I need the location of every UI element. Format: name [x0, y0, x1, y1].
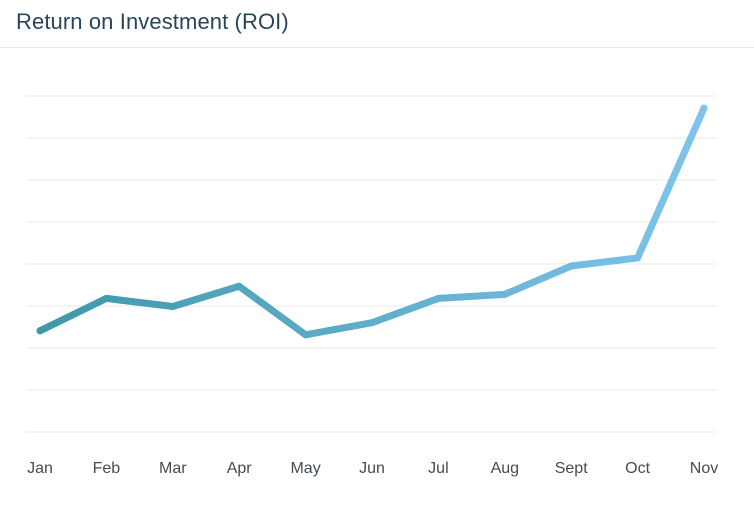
data-point-aug[interactable] [501, 290, 509, 298]
chart-header: Return on Investment (ROI) [0, 0, 754, 48]
data-point-nov[interactable] [700, 104, 708, 112]
data-point-may[interactable] [302, 331, 310, 339]
x-tick-label: Jan [27, 460, 53, 477]
data-point-jun[interactable] [368, 319, 376, 327]
data-point-jan[interactable] [36, 327, 44, 335]
data-point-mar[interactable] [169, 303, 177, 311]
data-point-apr[interactable] [235, 282, 243, 290]
x-tick-label: Sept [555, 460, 588, 477]
x-tick-label: Feb [93, 460, 121, 477]
x-axis-ticks: Jan Feb Mar Apr May Jun Jul Aug Sept Oct Nov [27, 460, 718, 477]
data-point-sept[interactable] [567, 262, 575, 270]
x-tick-label: Mar [159, 460, 187, 477]
x-tick-label: Nov [690, 460, 718, 477]
data-point-jul[interactable] [434, 294, 442, 302]
data-point-feb[interactable] [102, 294, 110, 302]
series-layer [36, 104, 708, 339]
x-tick-label: Oct [625, 460, 650, 477]
roi-series-line [36, 104, 708, 339]
x-tick-label: Jun [359, 460, 385, 477]
data-point-oct[interactable] [634, 254, 642, 262]
x-tick-label: Aug [491, 460, 519, 477]
x-tick-label: Jul [428, 460, 448, 477]
x-tick-label: Apr [227, 460, 253, 477]
chart-title: Return on Investment (ROI) [16, 9, 289, 34]
x-tick-label: May [290, 460, 320, 477]
